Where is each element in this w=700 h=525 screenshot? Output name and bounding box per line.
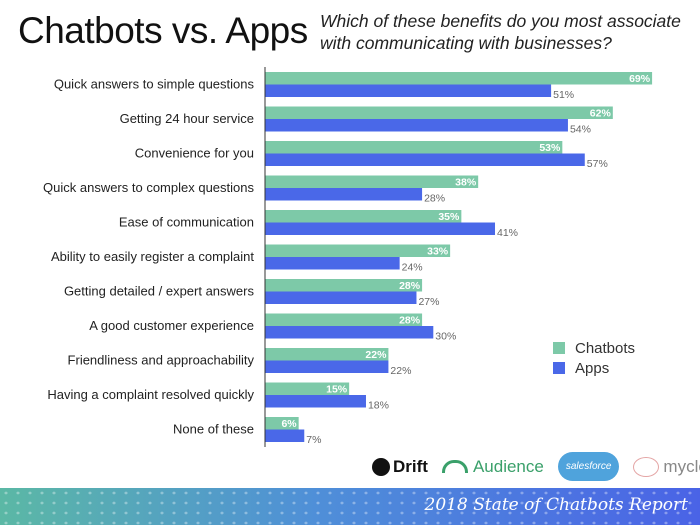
data-label: 28% <box>424 193 445 205</box>
footer-banner: 2018 State of Chatbots Report <box>0 488 700 525</box>
data-label: 57% <box>587 158 608 170</box>
data-label: 33% <box>427 246 449 258</box>
legend-item-chatbots: Chatbots <box>553 338 635 358</box>
data-label: 54% <box>570 124 591 136</box>
bar-chart: Quick answers to simple questions 69% 51% G… <box>43 67 653 447</box>
bar-chatbots <box>265 417 299 430</box>
data-label: 38% <box>455 177 477 189</box>
data-label: 18% <box>368 400 389 412</box>
category-label: Having a complaint resolved quickly <box>47 387 254 402</box>
category-label: Getting 24 hour service <box>120 111 254 126</box>
data-label: 27% <box>418 296 439 308</box>
data-label: 51% <box>553 89 574 101</box>
chart-subtitle: Which of these benefits do you most asso… <box>320 11 681 53</box>
category-label: A good customer experience <box>89 318 254 333</box>
bar-apps <box>265 84 552 97</box>
data-label: 28% <box>399 280 421 292</box>
salesforce-logo: salesforce <box>557 452 620 481</box>
category-label: Ability to easily register a complaint <box>51 249 254 264</box>
data-label: 28% <box>399 315 421 327</box>
data-label: 24% <box>402 262 423 274</box>
data-label: 41% <box>497 227 518 239</box>
bar-apps <box>265 188 423 201</box>
legend-label: Chatbots <box>575 339 636 357</box>
bar-apps <box>265 119 568 132</box>
category-label: Convenience for you <box>135 146 254 161</box>
legend: Chatbots Apps <box>553 338 635 378</box>
legend-swatch-chatbots <box>553 342 565 354</box>
data-label: 35% <box>438 211 460 223</box>
bar-chatbots <box>265 382 350 395</box>
bar-chatbots <box>265 141 563 154</box>
bar-chatbots <box>265 279 423 292</box>
bar-apps <box>265 360 389 373</box>
drift-logo: Drift <box>372 457 428 477</box>
data-label: 69% <box>629 73 651 85</box>
data-label: 62% <box>590 108 612 120</box>
bar-apps <box>265 326 434 339</box>
bar-apps <box>265 222 496 235</box>
bar-chatbots <box>265 106 613 119</box>
data-label: 6% <box>281 418 297 430</box>
data-label: 7% <box>306 434 321 446</box>
bar-chatbots <box>265 348 389 361</box>
category-label: Quick answers to simple questions <box>54 77 255 92</box>
chart-title: Chatbots vs. Apps <box>18 10 308 51</box>
audience-logo: Audience <box>441 457 544 477</box>
bar-apps <box>265 291 417 304</box>
bar-chatbots <box>265 72 653 85</box>
sponsor-logos: Drift Audience salesforce myclever <box>372 452 700 481</box>
bar-apps <box>265 153 585 166</box>
bar-chatbots <box>265 313 423 326</box>
legend-item-apps: Apps <box>553 358 635 378</box>
data-label: 22% <box>365 349 387 361</box>
myclever-logo: myclever <box>633 456 700 477</box>
legend-label: Apps <box>575 359 610 377</box>
audience-icon <box>441 460 468 473</box>
footer-dot-pattern <box>0 488 700 525</box>
bar-chatbots <box>265 175 479 188</box>
legend-swatch-apps <box>553 362 565 374</box>
bar-apps <box>265 395 366 408</box>
category-label: Ease of communication <box>119 215 254 230</box>
bar-apps <box>265 257 400 270</box>
bar-chatbots <box>265 210 462 223</box>
category-label: None of these <box>173 422 254 437</box>
data-label: 53% <box>539 142 561 154</box>
category-label: Getting detailed / expert answers <box>64 284 255 299</box>
footer-text: 2018 State of Chatbots Report <box>424 495 688 515</box>
bar-chatbots <box>265 244 451 257</box>
data-label: 15% <box>326 384 348 396</box>
data-label: 22% <box>390 365 411 377</box>
category-label: Friendliness and approachability <box>68 353 255 368</box>
drift-icon <box>372 457 390 476</box>
category-label: Quick answers to complex questions <box>43 180 254 195</box>
data-label: 30% <box>435 331 456 343</box>
brain-icon <box>633 456 660 477</box>
bar-apps <box>265 429 305 442</box>
